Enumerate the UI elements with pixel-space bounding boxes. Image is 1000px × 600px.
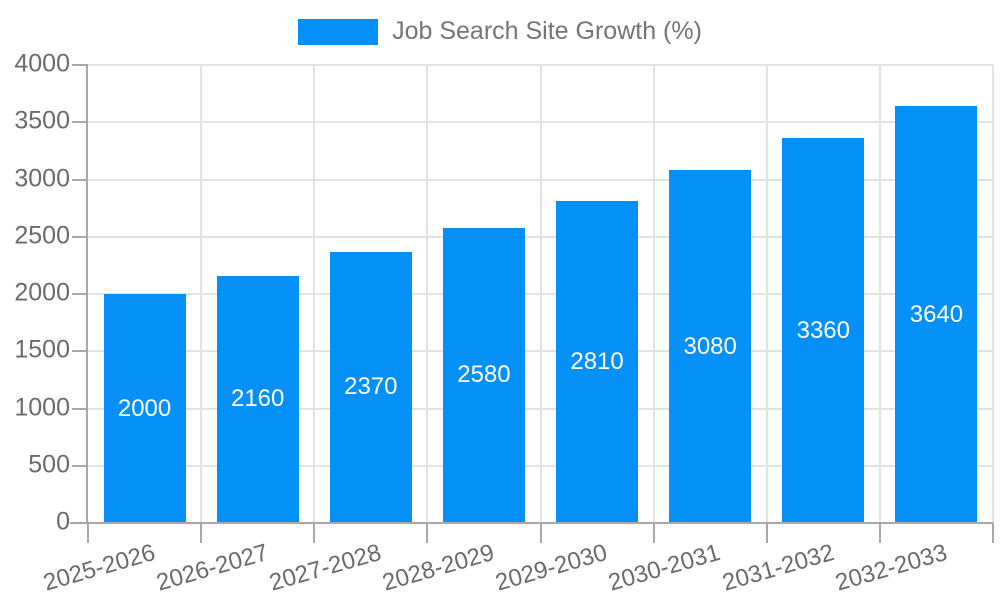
y-axis-tick bbox=[72, 350, 88, 353]
plot-area: 2000 2160 2370 2580 2810 3080 3360 3640 bbox=[88, 64, 994, 523]
y-axis-tick-label: 0 bbox=[56, 507, 70, 536]
x-axis-tick-label: 2028-2029 bbox=[379, 539, 498, 597]
x-axis-tick bbox=[200, 523, 203, 543]
y-axis-tick-label: 3500 bbox=[14, 106, 70, 135]
y-axis-tick-label: 2000 bbox=[14, 278, 70, 307]
x-axis-tick bbox=[992, 523, 994, 543]
x-gridline bbox=[200, 65, 203, 523]
y-axis-tick bbox=[72, 407, 88, 410]
bar-value-label: 2000 bbox=[117, 394, 172, 422]
x-axis-tick-label: 2029-2030 bbox=[492, 539, 611, 597]
x-axis-tick-label: 2030-2031 bbox=[605, 539, 724, 597]
y-axis-tick-label: 500 bbox=[28, 450, 70, 479]
bar-value-label: 3080 bbox=[683, 332, 737, 360]
x-gridline bbox=[992, 65, 994, 523]
y-axis-tick-label: 2500 bbox=[14, 221, 70, 250]
x-gridline bbox=[765, 65, 768, 523]
x-axis-tick-label: 2025-2026 bbox=[40, 539, 159, 597]
x-axis-tick-label: 2032-2033 bbox=[832, 539, 950, 597]
bar-2028-2029[interactable]: 2580 bbox=[442, 227, 525, 523]
y-axis-tick-label: 4000 bbox=[14, 49, 70, 78]
y-axis-tick-label: 3000 bbox=[14, 164, 70, 193]
bar-2030-2031[interactable]: 3080 bbox=[669, 170, 752, 523]
x-gridline bbox=[426, 65, 429, 523]
y-axis-tick bbox=[72, 235, 88, 238]
legend-swatch[interactable] bbox=[298, 18, 379, 45]
y-axis-tick bbox=[72, 522, 88, 524]
bar-2025-2026[interactable]: 2000 bbox=[103, 294, 186, 523]
x-axis-line bbox=[70, 522, 993, 524]
legend-label[interactable]: Job Search Site Growth (%) bbox=[392, 17, 702, 45]
y-axis-tick bbox=[72, 293, 88, 295]
y-axis-tick bbox=[72, 121, 88, 124]
bar-2032-2033[interactable]: 3640 bbox=[895, 106, 978, 523]
y-axis-tick bbox=[72, 178, 88, 181]
x-axis-tick bbox=[313, 523, 316, 543]
y-axis-tick bbox=[72, 464, 88, 467]
y-axis-tick-label: 1000 bbox=[14, 393, 70, 422]
x-axis-tick-label: 2027-2028 bbox=[266, 539, 385, 597]
legend: Job Search Site Growth (%) bbox=[0, 17, 1000, 46]
x-axis-tick bbox=[878, 523, 881, 543]
bar-2027-2028[interactable]: 2370 bbox=[329, 251, 412, 523]
bar-2026-2027[interactable]: 2160 bbox=[216, 275, 299, 523]
bar-value-label: 3640 bbox=[909, 300, 964, 328]
x-gridline bbox=[878, 65, 881, 523]
x-axis-tick bbox=[765, 523, 768, 543]
bar-value-label: 2580 bbox=[457, 361, 511, 389]
x-axis-tick bbox=[426, 523, 429, 543]
y-axis-tick bbox=[72, 64, 88, 66]
x-gridline bbox=[313, 65, 316, 523]
x-gridline bbox=[539, 65, 542, 523]
x-axis-tick bbox=[539, 523, 542, 543]
x-axis-tick bbox=[652, 523, 655, 543]
bar-value-label: 2810 bbox=[570, 348, 624, 376]
bar-value-label: 2160 bbox=[230, 385, 285, 413]
bar-2031-2032[interactable]: 3360 bbox=[782, 138, 865, 523]
x-axis-tick-label: 2026-2027 bbox=[153, 539, 272, 597]
bar-value-label: 3360 bbox=[796, 316, 850, 344]
x-axis-tick bbox=[87, 523, 89, 543]
x-gridline bbox=[652, 65, 655, 523]
bar-2029-2030[interactable]: 2810 bbox=[556, 201, 639, 523]
y-axis-tick-label: 1500 bbox=[14, 335, 70, 364]
bar-value-label: 2370 bbox=[344, 373, 398, 401]
x-axis-tick-label: 2031-2032 bbox=[718, 539, 837, 597]
